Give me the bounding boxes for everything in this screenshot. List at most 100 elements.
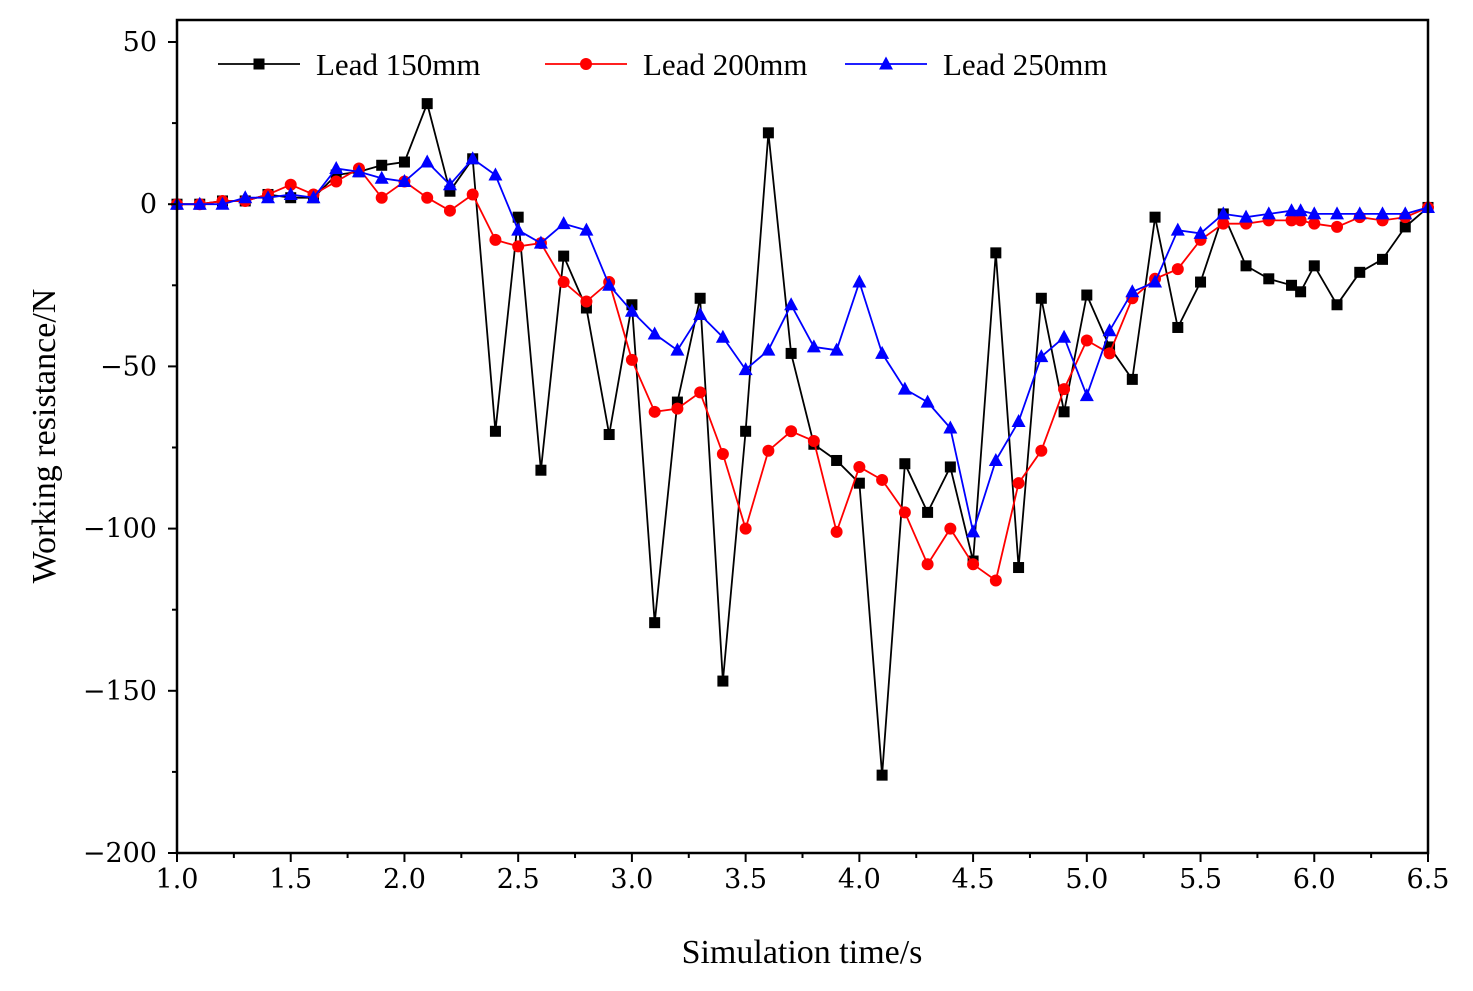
data-point [397,173,412,187]
data-point [1399,221,1411,233]
data-point [1170,222,1185,236]
data-point [989,574,1002,587]
data-point [784,297,799,311]
data-point [1240,260,1252,272]
data-point [625,353,638,366]
data-point [762,127,774,139]
data-point [1012,477,1025,490]
data-point [624,303,639,317]
data-point [875,345,890,359]
data-point [1081,289,1093,301]
data-point [602,277,617,291]
data-point [1195,276,1207,288]
data-point [897,381,912,395]
data-point [1034,349,1049,363]
data-point [1079,388,1094,402]
legend: Lead 150mm Lead 200mm Lead 250mm [218,47,1107,82]
data-point [511,222,526,236]
legend-label: Lead 250mm [943,47,1107,82]
data-point [1102,323,1117,337]
data-point [558,250,570,262]
x-tick-label: 6.0 [1293,864,1336,895]
data-point [215,196,230,210]
series-lead-250mm [170,151,1435,538]
data-point [1352,206,1367,220]
data-point [807,435,820,448]
x-tick-label: 3.0 [610,864,653,895]
data-point [1293,203,1308,217]
data-point [489,233,502,246]
data-point [922,506,934,518]
x-tick-label: 3.5 [724,864,767,895]
data-point [603,429,615,441]
data-point [648,405,661,418]
y-axis: 50 0 −50 −100 −150 −200 [83,27,177,869]
data-point [1193,225,1208,239]
data-point [465,151,480,165]
data-point [1330,206,1345,220]
y-tick-label: 0 [140,189,157,220]
data-point [1284,203,1299,217]
y-tick-label: 50 [123,27,157,58]
data-point [1171,263,1184,276]
y-axis-title: Working resistance/N [26,289,63,584]
data-point [444,185,456,197]
data-point [1375,206,1390,220]
data-point [238,190,253,204]
data-point [1354,266,1366,278]
data-point [306,190,321,204]
legend-marker [580,58,592,70]
data-point [488,167,503,181]
data-point [785,347,797,359]
data-point [694,386,707,399]
legend-label: Lead 200mm [643,47,807,82]
data-point [762,444,775,457]
data-point [329,161,344,175]
y-tick-label: −150 [83,676,157,707]
data-point [1285,214,1298,227]
data-point [829,342,844,356]
data-point [1057,329,1072,343]
data-point [1239,209,1254,223]
data-point [1286,279,1298,291]
data-point [921,558,934,571]
data-point [579,222,594,236]
data-point [1331,220,1344,233]
data-point [1058,406,1070,418]
x-tick-label: 5.5 [1179,864,1222,895]
legend-marker [253,58,265,70]
data-point [649,617,661,629]
data-point [443,204,456,217]
x-axis-title: Simulation time/s [682,934,923,971]
data-point [920,394,935,408]
data-point [1126,373,1138,385]
x-tick-label: 1.5 [269,864,312,895]
data-point [716,447,729,460]
x-tick-label: 4.5 [952,864,995,895]
data-point [330,175,343,188]
data-point [715,329,730,343]
x-tick-label: 6.5 [1407,864,1450,895]
y-tick-label: −100 [83,514,157,545]
data-point [374,170,389,184]
data-point [192,196,207,210]
data-point [283,186,298,200]
data-point [512,211,524,223]
data-point [1308,260,1320,272]
data-point [967,558,980,571]
data-point [785,425,798,438]
data-point [694,292,706,304]
data-point [1172,321,1184,333]
data-point [512,240,525,253]
y-tick-label: −50 [100,351,157,382]
legend-marker [879,56,893,70]
data-point [421,191,434,204]
data-point [852,274,867,288]
data-point [533,235,548,249]
data-point [1216,206,1231,220]
legend-label: Lead 150mm [316,47,480,82]
data-point [1307,206,1322,220]
data-point [898,506,911,519]
data-point [830,525,843,538]
